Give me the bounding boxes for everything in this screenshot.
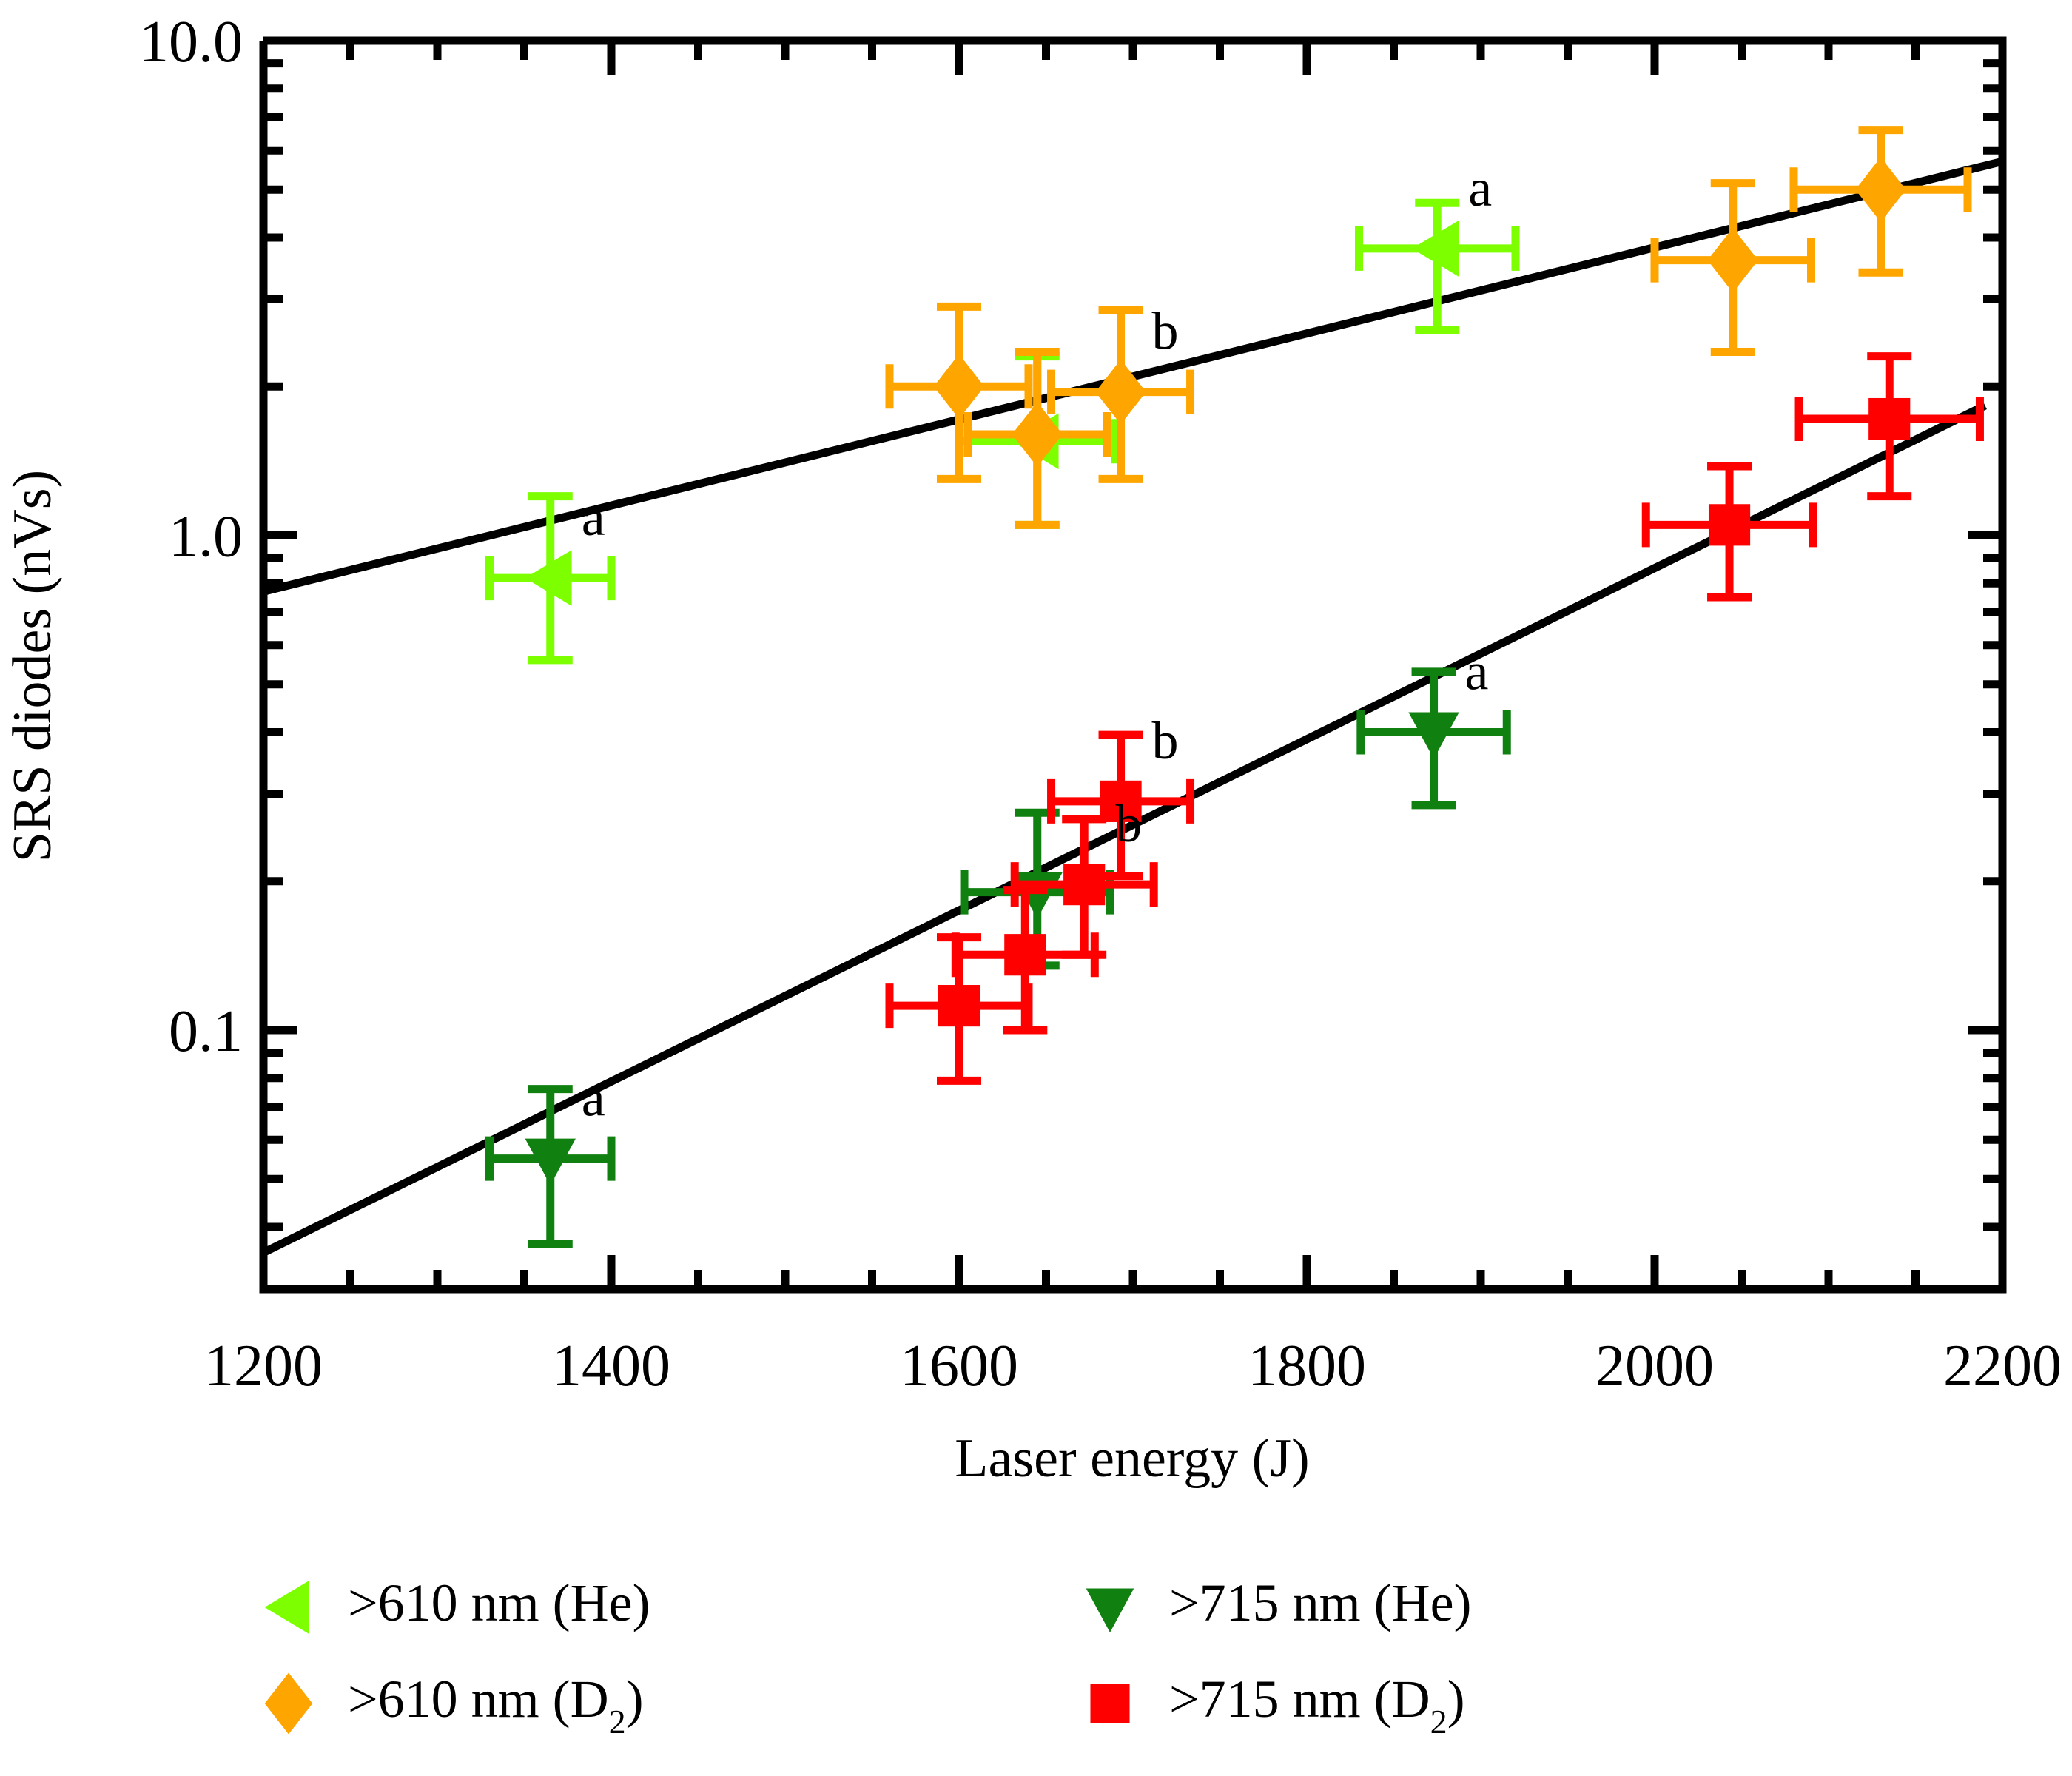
data-point-square: [1794, 352, 1984, 501]
data-point-left-triangle: [485, 492, 616, 665]
data-point-down-triangle: [485, 1085, 616, 1248]
legend-marker-square: [1090, 1684, 1130, 1723]
data-point-group: [485, 126, 1984, 1248]
data-point-square: [1641, 462, 1817, 602]
legend: >610 nm (He) >715 nm (He)>610 nm (D2) >715…: [264, 1573, 1472, 1740]
x-tick-label: 2000: [1595, 1333, 1714, 1399]
marker-diamond: [1707, 227, 1758, 293]
marker-square: [1100, 780, 1142, 822]
marker-down-triangle: [525, 1138, 576, 1185]
legend-paren: ): [626, 1669, 644, 1729]
marker-diamond: [933, 354, 985, 420]
legend-subscript: 2: [1430, 1703, 1447, 1740]
marker-square: [1708, 504, 1751, 546]
plot-frame: [259, 36, 2007, 1294]
point-annotation: b: [1152, 711, 1179, 770]
marker-left-triangle: [1412, 221, 1459, 277]
y-tick-label: 1.0: [169, 505, 243, 570]
legend-paren: ): [633, 1573, 650, 1632]
marker-left-triangle: [525, 550, 572, 606]
marker-diamond: [1855, 157, 1906, 223]
legend-marker-down-triangle: [1086, 1588, 1134, 1632]
marker-square: [1868, 397, 1911, 440]
point-annotation: a: [1468, 158, 1492, 218]
legend-label: >715 nm (He): [1169, 1573, 1472, 1632]
legend-item[interactable]: >610 nm (He): [264, 1573, 650, 1634]
x-tick-label: 1200: [204, 1333, 323, 1399]
marker-square: [938, 985, 980, 1027]
data-point-diamond: [1650, 179, 1815, 356]
legend-paren: ): [1447, 1669, 1465, 1729]
x-tick-label: 1600: [900, 1333, 1018, 1399]
data-point-diamond: [1789, 126, 1972, 277]
y-axis-title: SRS diodes (nVs): [2, 470, 63, 862]
x-tick-label: 1400: [552, 1333, 670, 1399]
marker-down-triangle: [1408, 712, 1459, 759]
legend-marker-diamond: [264, 1672, 313, 1735]
legend-label: >610 nm (He): [348, 1573, 650, 1632]
legend-paren: ): [1454, 1573, 1472, 1632]
y-tick-label: 10.0: [139, 10, 243, 75]
data-point-left-triangle: [1355, 198, 1520, 334]
y-tick-label: 0.1: [169, 999, 243, 1064]
data-point-down-triangle: [1356, 667, 1511, 810]
x-tick-label: 1800: [1248, 1333, 1366, 1399]
x-tick-label: 2200: [1943, 1333, 2062, 1399]
marker-square: [1004, 934, 1046, 976]
tick-label-group: 10.0 1.0 0.1 1200 1400 1600 1800 2000 2200: [139, 10, 2062, 1399]
point-annotation: a: [582, 1069, 605, 1128]
marker-diamond: [1095, 359, 1146, 425]
data-point-square: [1047, 730, 1195, 881]
point-annotation: b: [1152, 302, 1179, 361]
point-annotation: a: [1465, 642, 1489, 702]
x-axis-title: Laser energy (J): [955, 1428, 1309, 1489]
data-point-diamond: [963, 347, 1111, 529]
point-annotation: b: [1115, 794, 1142, 853]
legend-subscript: 2: [609, 1703, 626, 1740]
axis-frame: [259, 36, 2007, 1294]
data-point-diamond: [885, 302, 1033, 483]
point-annotation: a: [582, 488, 605, 547]
marker-square: [1063, 864, 1106, 906]
data-point-square: [1010, 815, 1158, 959]
legend-item[interactable]: >715 nm (He): [1086, 1573, 1472, 1632]
data-point-diamond: [1047, 306, 1195, 483]
legend-marker-left-triangle: [264, 1581, 309, 1634]
marker-diamond: [1012, 402, 1063, 467]
